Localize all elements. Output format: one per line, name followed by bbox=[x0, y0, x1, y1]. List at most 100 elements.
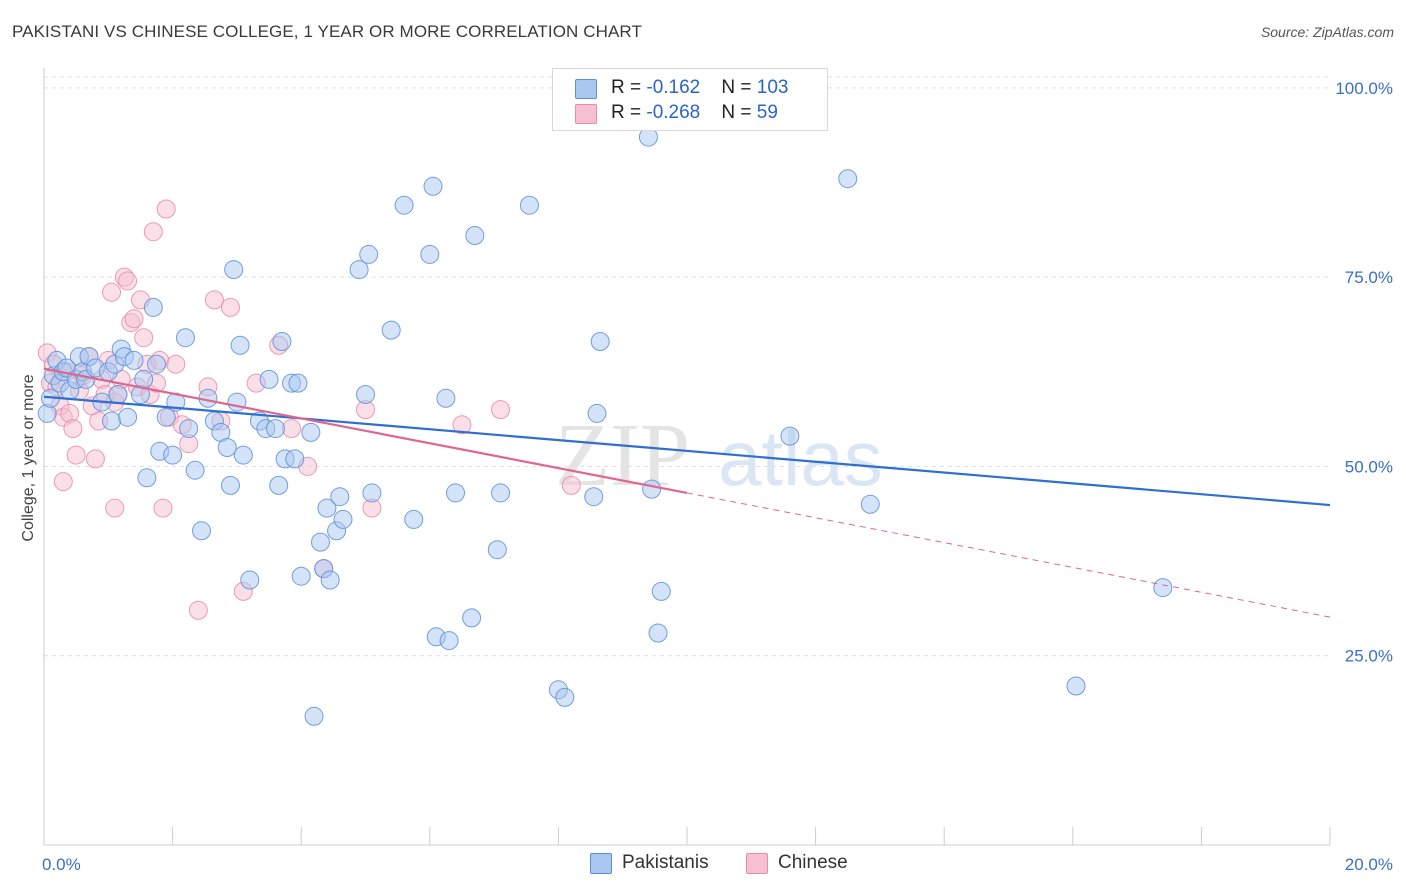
pakistanis-point bbox=[102, 411, 122, 431]
pakistanis-point bbox=[423, 176, 443, 196]
pakistanis-point bbox=[269, 475, 289, 495]
pakistanis-point bbox=[175, 328, 195, 348]
chinese-point bbox=[124, 309, 144, 329]
chinese-point bbox=[452, 415, 472, 435]
pakistanis-point bbox=[491, 483, 511, 503]
bottom-legend-label-chinese: Chinese bbox=[778, 852, 848, 873]
legend-r-value-pakistanis: -0.162 bbox=[646, 77, 701, 98]
legend-row-pakistanis: R = -0.162 N = 103 bbox=[575, 77, 788, 101]
pakistanis-point bbox=[288, 373, 308, 393]
pakistanis-point bbox=[233, 445, 253, 465]
pakistanis-point bbox=[137, 468, 157, 488]
pakistanis-point bbox=[317, 498, 337, 518]
legend-r-label: R = bbox=[611, 102, 647, 123]
trendlines bbox=[43, 367, 1331, 618]
axes bbox=[43, 68, 1331, 846]
pakistanis-point bbox=[220, 475, 240, 495]
pakistanis-point bbox=[330, 487, 350, 507]
pakistanis-point bbox=[124, 350, 144, 370]
pakistanis-point bbox=[587, 403, 607, 423]
watermark-atlas: atlas bbox=[718, 414, 883, 502]
pakistanis-point bbox=[118, 407, 138, 427]
y-tick-label: 50.0% bbox=[1345, 457, 1393, 476]
pakistanis-point bbox=[356, 385, 375, 404]
pakistanis-point bbox=[192, 521, 212, 541]
chinese-point bbox=[204, 290, 224, 310]
chinese-point bbox=[220, 297, 240, 317]
chinese-point bbox=[85, 449, 105, 469]
pakistanis-point bbox=[179, 419, 199, 439]
legend-n-value-chinese: 59 bbox=[756, 102, 778, 123]
pakistanis-point bbox=[651, 581, 671, 601]
pakistanis-point bbox=[359, 244, 379, 264]
chinese-point bbox=[143, 222, 163, 242]
pakistanis-point bbox=[465, 226, 485, 245]
pakistanis-point bbox=[1066, 676, 1086, 696]
pakistanis-point bbox=[349, 260, 369, 280]
pakistanis-point bbox=[446, 483, 466, 503]
pakistanis-point bbox=[134, 369, 154, 389]
pakistanis-point bbox=[648, 623, 668, 643]
pakistanis-point bbox=[143, 297, 163, 317]
pakistanis-point bbox=[362, 483, 382, 503]
pakistanis-point bbox=[487, 540, 507, 560]
pakistanis-point bbox=[108, 385, 128, 404]
pakistanis-point bbox=[285, 449, 305, 469]
pakistanis-point bbox=[333, 509, 353, 529]
chinese-point bbox=[491, 400, 511, 420]
pakistanis-point bbox=[227, 392, 247, 412]
pakistanis-point bbox=[404, 509, 424, 529]
y-tick-label: 100.0% bbox=[1335, 79, 1393, 98]
legend-n-value-pakistanis: 103 bbox=[756, 77, 789, 98]
chinese-point bbox=[118, 271, 138, 291]
legend-r-value-chinese: -0.268 bbox=[646, 102, 701, 123]
pakistanis-point bbox=[301, 422, 321, 442]
pakistanis-point bbox=[304, 706, 324, 726]
pakistanis-point bbox=[272, 332, 292, 351]
chinese-point bbox=[153, 498, 173, 518]
x-tick-label: 0.0% bbox=[42, 855, 81, 874]
pakistanis-point bbox=[555, 687, 575, 707]
pakistanis-trend-line bbox=[43, 395, 1331, 507]
y-tick-label: 75.0% bbox=[1345, 268, 1393, 287]
x-tick-label: 20.0% bbox=[1345, 855, 1393, 874]
chinese-point bbox=[105, 498, 125, 518]
pakistanis-point bbox=[590, 332, 610, 351]
pakistanis-point bbox=[265, 419, 285, 439]
chinese-point bbox=[134, 328, 154, 348]
gridlines bbox=[44, 76, 1330, 657]
pakistanis-point bbox=[310, 532, 330, 552]
source-label: Source: ZipAtlas.com bbox=[1260, 24, 1394, 40]
chinese-point bbox=[53, 472, 73, 492]
pakistanis-point bbox=[394, 195, 414, 215]
pakistanis-point bbox=[436, 388, 456, 408]
legend-row-chinese: R = -0.268 N = 59 bbox=[575, 102, 778, 126]
pakistanis-point bbox=[320, 570, 340, 590]
pakistanis-point bbox=[780, 426, 800, 446]
pakistanis-point bbox=[642, 479, 662, 499]
chinese-point bbox=[66, 445, 86, 465]
bottom-legend-label-pakistanis: Pakistanis bbox=[622, 852, 709, 873]
pakistanis-point bbox=[230, 335, 250, 355]
pakistanis-point bbox=[420, 244, 440, 264]
chinese-point bbox=[188, 600, 208, 620]
pakistanis-point bbox=[1153, 578, 1173, 598]
bottom-legend-swatch-chinese bbox=[746, 853, 768, 874]
legend-r-label: R = bbox=[611, 77, 647, 98]
pakistanis-point bbox=[147, 354, 167, 374]
chinese-point bbox=[156, 199, 176, 219]
chart-title: PAKISTANI VS CHINESE COLLEGE, 1 YEAR OR … bbox=[12, 22, 642, 41]
chinese-trend-line bbox=[43, 367, 688, 495]
chinese-point bbox=[63, 419, 83, 439]
pakistanis-point bbox=[439, 631, 459, 651]
y-tick-label: 25.0% bbox=[1345, 647, 1393, 666]
pakistanis-point bbox=[860, 494, 880, 514]
pakistanis-point bbox=[156, 407, 176, 427]
bottom-legend-swatch-pakistanis bbox=[590, 853, 612, 874]
pakistanis-point bbox=[217, 438, 237, 457]
legend-n-label: N = bbox=[721, 102, 757, 123]
chinese-point bbox=[166, 354, 186, 374]
tick-labels: 25.0% 50.0% 75.0% 100.0% 0.0% 20.0% bbox=[42, 79, 1393, 874]
pakistanis-point bbox=[838, 169, 858, 189]
pakistanis-point bbox=[224, 260, 244, 280]
